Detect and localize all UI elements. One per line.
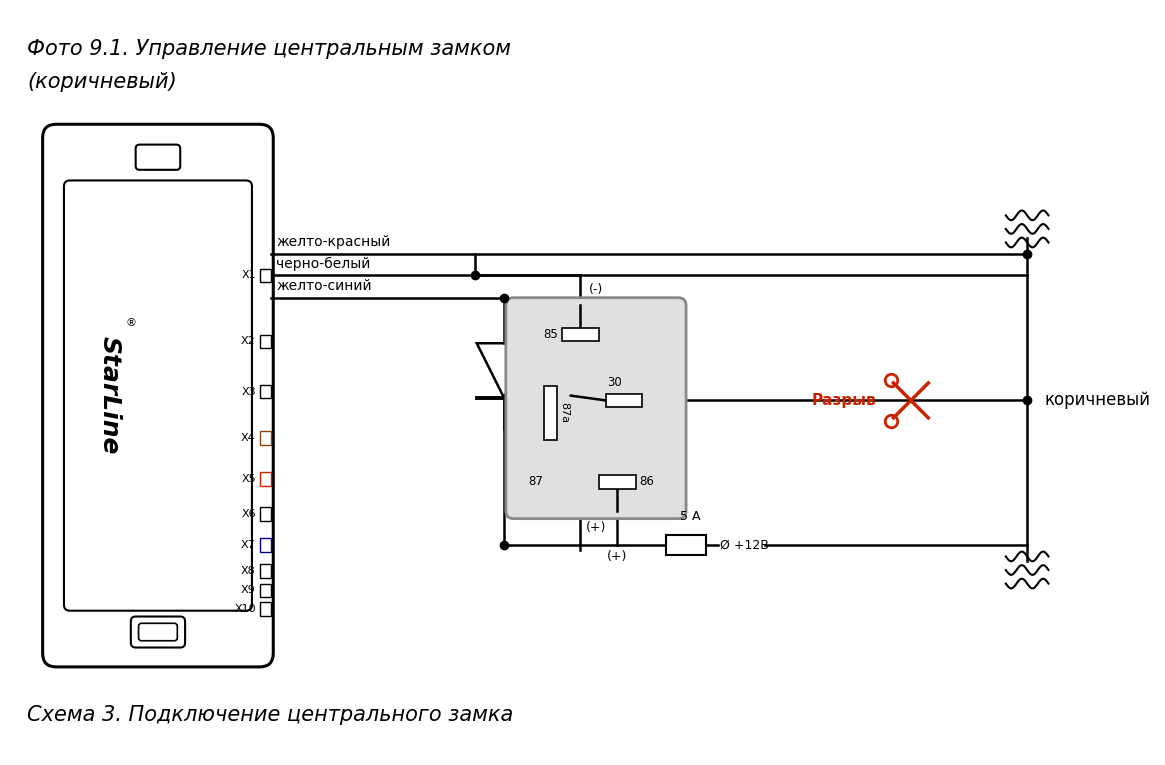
Bar — [544, 386, 557, 440]
Bar — [260, 431, 271, 445]
Bar — [260, 565, 271, 578]
Bar — [260, 334, 271, 348]
FancyBboxPatch shape — [139, 623, 177, 641]
Bar — [260, 538, 271, 552]
Bar — [665, 536, 706, 555]
Text: 87а: 87а — [559, 402, 570, 424]
FancyBboxPatch shape — [135, 145, 181, 170]
Text: 30: 30 — [608, 376, 622, 389]
Text: X10: X10 — [234, 604, 256, 614]
Text: черно-белый: черно-белый — [276, 256, 370, 271]
Text: (-): (-) — [588, 283, 603, 296]
Text: X4: X4 — [241, 433, 256, 443]
Text: 87: 87 — [528, 475, 543, 488]
Text: Фото 9.1. Управление центральным замком: Фото 9.1. Управление центральным замком — [27, 39, 511, 59]
Text: 5 А: 5 А — [679, 510, 700, 523]
Text: Схема 3. Подключение центрального замка: Схема 3. Подключение центрального замка — [27, 705, 514, 724]
Text: (коричневый): (коричневый) — [27, 72, 177, 92]
Bar — [260, 584, 271, 597]
Text: X5: X5 — [241, 474, 256, 484]
Bar — [260, 472, 271, 486]
Bar — [599, 475, 636, 489]
Text: X9: X9 — [241, 585, 256, 595]
Bar — [562, 327, 599, 341]
FancyBboxPatch shape — [130, 617, 185, 647]
Text: желто-красный: желто-красный — [276, 236, 390, 249]
Text: ®: ® — [126, 318, 136, 328]
Bar — [260, 385, 271, 399]
FancyBboxPatch shape — [506, 298, 686, 519]
Bar — [606, 394, 642, 407]
Bar — [260, 269, 271, 282]
Text: X7: X7 — [241, 540, 256, 550]
Text: X8: X8 — [241, 566, 256, 576]
Text: желто-синий: желто-синий — [276, 279, 372, 293]
Text: Разрыв: Разрыв — [811, 393, 876, 408]
FancyBboxPatch shape — [43, 124, 274, 667]
Text: VD1: VD1 — [509, 300, 535, 313]
Bar — [260, 507, 271, 521]
Text: X3: X3 — [241, 386, 256, 397]
Text: коричневый: коричневый — [1045, 392, 1151, 409]
Text: (+): (+) — [586, 521, 606, 533]
Text: X6: X6 — [241, 509, 256, 519]
FancyBboxPatch shape — [64, 181, 252, 610]
Bar — [260, 602, 271, 616]
Text: (+): (+) — [607, 550, 628, 562]
Text: 85: 85 — [543, 328, 558, 341]
Text: StarLine: StarLine — [98, 337, 121, 455]
Text: Ø +12В: Ø +12В — [720, 539, 769, 552]
Text: X1: X1 — [241, 270, 256, 281]
Text: 86: 86 — [640, 475, 655, 488]
Text: X2: X2 — [241, 337, 256, 347]
